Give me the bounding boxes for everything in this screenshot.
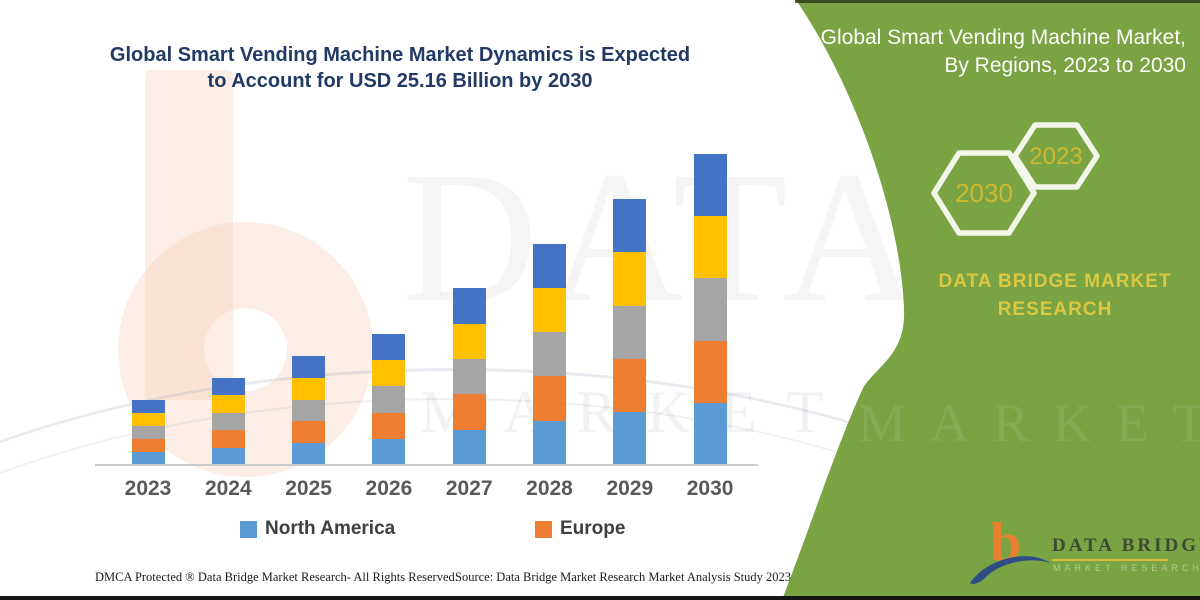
bar-segment-2028-Europe	[533, 376, 566, 421]
bar-segment-2023-unlabeled-yellow	[131, 413, 165, 427]
side-panel-title: Global Smart Vending Machine Market, By …	[806, 24, 1186, 80]
bar-segment-2030-Europe	[693, 340, 727, 403]
bar-segment-2029-North America	[613, 411, 647, 465]
bar-segment-2028-unlabeled-yellow	[533, 287, 566, 333]
bar-segment-2025-unlabeled-blue	[292, 356, 326, 378]
legend-item-north-america: North America	[240, 518, 395, 540]
bar-segment-2030-unlabeled-gray	[693, 278, 727, 341]
hexagon-2030-label: 2030	[955, 178, 1013, 208]
bar-segment-2029-unlabeled-yellow	[613, 252, 647, 306]
chart-title-line2: to Account for USD 25.16 Billion by 2030	[207, 70, 593, 92]
bar-segment-2026-unlabeled-gray	[372, 386, 406, 413]
bar-segment-2025-unlabeled-yellow	[292, 377, 326, 400]
bar-segment-2026-unlabeled-yellow	[372, 360, 406, 387]
bar-segment-2023-North America	[131, 452, 165, 465]
x-axis-line	[95, 464, 758, 466]
x-axis-label-2025: 2025	[285, 477, 332, 500]
bar-segment-2028-North America	[533, 420, 566, 465]
footer-dmca: DMCA Protected ® Data Bridge Market Rese…	[95, 570, 458, 584]
legend-item-europe: Europe	[535, 518, 625, 540]
logo-swoosh-icon	[970, 556, 1050, 584]
legend-swatch	[240, 520, 257, 538]
bar-segment-2026-unlabeled-blue	[372, 333, 406, 361]
bar-segment-2030-North America	[693, 402, 727, 465]
bottom-border	[0, 596, 1200, 600]
bar-segment-2028-unlabeled-gray	[533, 332, 566, 377]
bar-segment-2030-unlabeled-yellow	[693, 216, 727, 279]
x-axis-label-2024: 2024	[204, 477, 252, 500]
bar-segment-2029-unlabeled-blue	[613, 199, 647, 253]
panel-brand-line2: RESEARCH	[997, 299, 1113, 320]
x-axis-label-2030: 2030	[686, 477, 734, 500]
logo-underline	[1052, 559, 1168, 561]
legend-swatch	[535, 520, 552, 538]
bar-segment-2024-Europe	[211, 430, 245, 448]
bar-segment-2025-Europe	[292, 421, 326, 444]
bar-segment-2029-Europe	[613, 358, 647, 412]
bar-segment-2026-Europe	[372, 412, 406, 439]
panel-top-edge	[795, 0, 1200, 3]
legend-label: Europe	[560, 518, 626, 539]
bar-segment-2024-unlabeled-yellow	[211, 395, 245, 413]
plot-area: 2023 2024 2025 2026 2027 2028 2029 2030 North Am…	[124, 154, 734, 540]
bar-segment-2024-North America	[211, 447, 245, 465]
bar-segment-2023-unlabeled-blue	[131, 400, 165, 414]
bar-segment-2025-North America	[292, 443, 326, 465]
side-panel-title-line2: By Regions, 2023 to 2030	[944, 54, 1186, 77]
bar-segment-2027-unlabeled-gray	[452, 358, 486, 395]
chart-title: Global Smart Vending Machine Market Dyna…	[70, 42, 730, 94]
panel-brand-text: DATA BRIDGE MARKET RESEARCH	[920, 268, 1190, 324]
year-hexagons: 2030 2023	[931, 122, 1100, 236]
footer-source: Source: Data Bridge Market Research Mark…	[455, 570, 792, 584]
bar-segment-2023-Europe	[131, 439, 165, 452]
bar-segment-2023-unlabeled-gray	[131, 426, 165, 440]
hexagon-2023-label: 2023	[1029, 143, 1082, 170]
logo-subtitle: MARKET RESEARCH	[1053, 563, 1200, 573]
legend-label: North America	[265, 518, 396, 539]
x-axis-label-2027: 2027	[445, 477, 493, 500]
bar-segment-2025-unlabeled-gray	[292, 399, 326, 422]
chart-title-line1: Global Smart Vending Machine Market Dyna…	[109, 44, 691, 66]
x-axis-label-2029: 2029	[606, 477, 654, 500]
bar-segment-2024-unlabeled-blue	[211, 377, 245, 396]
panel-brand-line1: DATA BRIDGE MARKET	[938, 271, 1172, 292]
x-axis-label-2028: 2028	[526, 477, 573, 500]
watermark-text-marketresearch-on-panel: MARKET RESEARCH	[858, 393, 1200, 453]
bar-segment-2027-North America	[452, 429, 486, 465]
bar-segment-2027-unlabeled-yellow	[452, 323, 486, 359]
x-axis-label-2023: 2023	[124, 477, 172, 500]
bar-segment-2026-North America	[372, 438, 406, 465]
side-panel-title-line1: Global Smart Vending Machine Market,	[820, 26, 1186, 49]
x-axis-label-2026: 2026	[365, 477, 413, 500]
bar-segment-2024-unlabeled-gray	[211, 412, 245, 431]
bar-segment-2028-unlabeled-blue	[533, 243, 566, 288]
bar-segment-2027-unlabeled-blue	[452, 288, 486, 324]
bar-segment-2027-Europe	[452, 394, 486, 430]
logo-name: DATA BRIDGE	[1052, 535, 1200, 556]
bar-segment-2030-unlabeled-blue	[693, 154, 727, 217]
company-logo: b DATA BRIDGE MARKET RESEARCH	[960, 515, 1200, 590]
bar-segment-2029-unlabeled-gray	[613, 305, 647, 359]
